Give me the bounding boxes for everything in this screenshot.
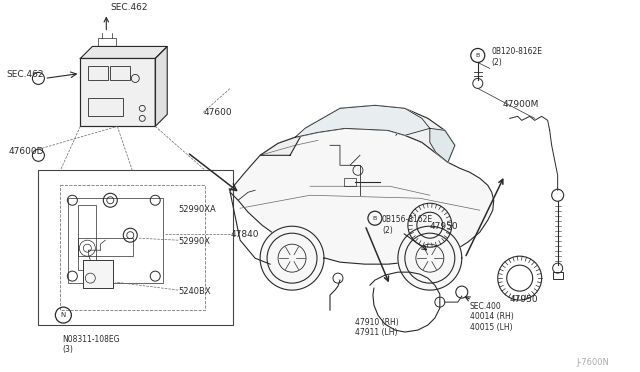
Text: J-7600N: J-7600N [577, 358, 609, 367]
Text: N08311-108EG
(3): N08311-108EG (3) [62, 335, 120, 355]
Text: SEC.462: SEC.462 [110, 3, 148, 12]
Text: 52990X: 52990X [178, 237, 210, 246]
Text: N: N [61, 312, 66, 318]
Bar [78, 205, 96, 270]
Bar [344, 178, 356, 186]
Bar [81, 58, 156, 126]
Bar [110, 67, 131, 80]
Polygon shape [81, 46, 167, 58]
Polygon shape [430, 128, 455, 162]
Polygon shape [156, 46, 167, 126]
Bar [83, 260, 113, 288]
Text: 47600: 47600 [203, 108, 232, 118]
Text: SEC.400
40014 (RH)
40015 (LH): SEC.400 40014 (RH) 40015 (LH) [470, 302, 513, 332]
Polygon shape [230, 128, 493, 264]
Polygon shape [260, 105, 455, 162]
Bar [88, 98, 124, 116]
Text: 47950: 47950 [430, 222, 458, 231]
Text: 0B120-8162E
(2): 0B120-8162E (2) [492, 48, 543, 67]
Bar [78, 238, 133, 256]
Bar [83, 260, 113, 288]
Text: 52990XA: 52990XA [178, 205, 216, 214]
Bar [38, 170, 233, 325]
Text: 47910 (RH)
47911 (LH): 47910 (RH) 47911 (LH) [355, 318, 399, 337]
Polygon shape [295, 105, 430, 137]
Bar [553, 272, 563, 279]
Bar [81, 58, 156, 126]
Text: 47900M: 47900M [503, 100, 539, 109]
Text: 5240BX: 5240BX [178, 287, 211, 296]
Text: 0B156-8162E
(2): 0B156-8162E (2) [382, 215, 433, 235]
Polygon shape [260, 226, 324, 290]
Bar [88, 67, 108, 80]
Text: B: B [476, 53, 480, 58]
Bar [60, 185, 205, 310]
Text: SEC.462: SEC.462 [6, 70, 44, 79]
Bar [68, 198, 163, 283]
Polygon shape [398, 226, 462, 290]
Text: B: B [372, 216, 377, 221]
Text: 47600D: 47600D [8, 147, 44, 156]
Bar [99, 38, 116, 46]
Text: 47840: 47840 [230, 230, 259, 239]
Text: 47950: 47950 [509, 295, 538, 304]
